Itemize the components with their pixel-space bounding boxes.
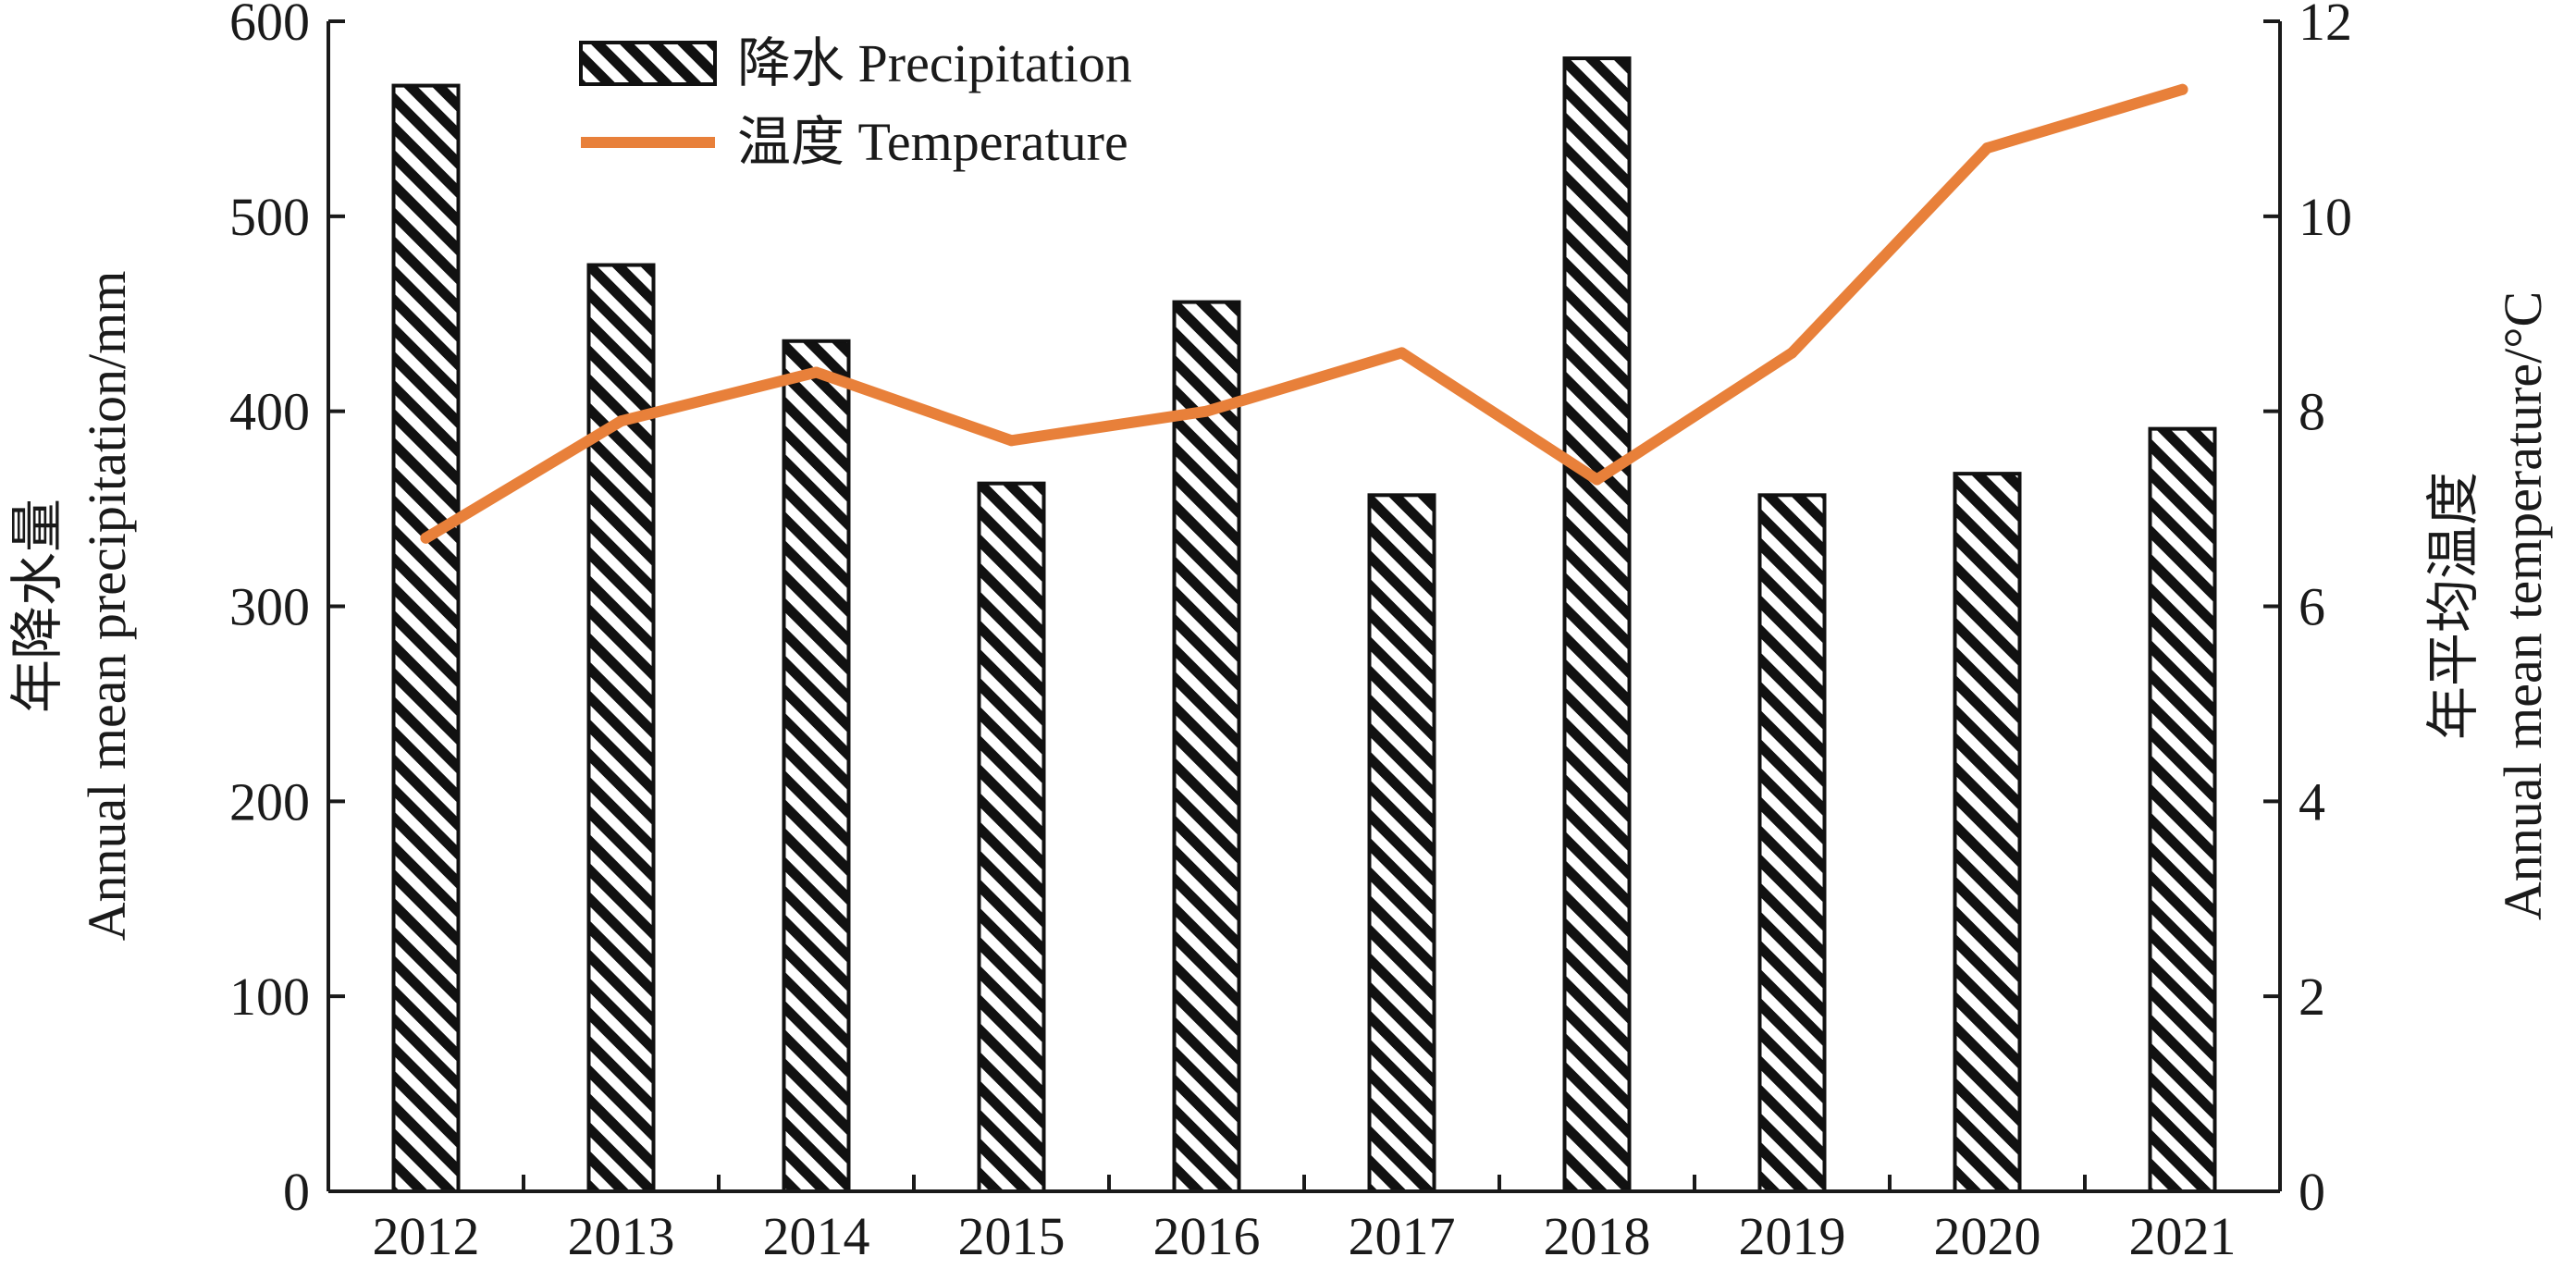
- left-tick-label-500: 500: [229, 187, 310, 247]
- x-tick-label-2017: 2017: [1349, 1206, 1456, 1266]
- right-tick-label-8: 8: [2299, 382, 2325, 442]
- x-tick-label-2021: 2021: [2129, 1206, 2237, 1266]
- left-tick-label-100: 100: [229, 967, 310, 1027]
- right-axis-title-cn: 年平均温度: [2423, 472, 2484, 740]
- x-tick-label-2012: 2012: [373, 1206, 480, 1266]
- left-tick-label-0: 0: [283, 1162, 310, 1222]
- temperature-line-layer: [420, 83, 2188, 544]
- legend-precipitation-label: 降水 Precipitation: [737, 33, 1132, 93]
- temperature-series-line: [420, 83, 2188, 544]
- left-axis-title: 年降水量 Annual mean precipitation/mm: [7, 271, 137, 942]
- temperature-point-2012: [420, 532, 432, 544]
- right-tick-label-2: 2: [2299, 967, 2325, 1027]
- legend-temperature-label: 温度 Temperature: [737, 112, 1128, 172]
- left-tick-label-400: 400: [229, 382, 310, 442]
- legend-precipitation-swatch: [579, 41, 717, 86]
- bar-precipitation-2018: [1562, 56, 1632, 1193]
- bar-precipitation-2012: [391, 83, 461, 1194]
- x-tick-label-2018: 2018: [1544, 1206, 1651, 1266]
- left-tick-label-300: 300: [229, 577, 310, 637]
- bar-precipitation-2015: [977, 481, 1046, 1193]
- x-tick-label-2015: 2015: [958, 1206, 1066, 1266]
- bars-layer: [391, 56, 2217, 1194]
- temperature-point-2013: [615, 415, 627, 427]
- temperature-point-2020: [1981, 142, 1993, 154]
- right-tick-label-10: 10: [2299, 187, 2352, 247]
- temperature-point-2019: [1786, 347, 1798, 359]
- x-tick-label-2016: 2016: [1153, 1206, 1261, 1266]
- right-tick-label-6: 6: [2299, 577, 2325, 637]
- right-axis-title-en: Annual mean temperature/°C: [2493, 291, 2553, 920]
- x-tick-label-2014: 2014: [763, 1206, 870, 1266]
- x-tick-label-2020: 2020: [1934, 1206, 2041, 1266]
- temperature-point-2014: [810, 366, 822, 378]
- right-tick-label-4: 4: [2299, 771, 2325, 832]
- bar-precipitation-2019: [1757, 493, 1827, 1193]
- bar-precipitation-2016: [1172, 300, 1241, 1194]
- left-axis-title-en: Annual mean precipitation/mm: [77, 271, 137, 942]
- legend: 降水 Precipitation 温度 Temperature: [579, 33, 1132, 172]
- bar-precipitation-2021: [2148, 426, 2217, 1193]
- right-tick-label-0: 0: [2299, 1162, 2325, 1222]
- x-tick-labels: 2012 2013 2014 2015 2016 2017 2018 2019 2020 2021: [373, 1175, 2237, 1266]
- temperature-point-2016: [1201, 405, 1213, 417]
- left-axis-title-cn: 年降水量: [7, 499, 68, 713]
- right-y-ticks: 0 2 4 6 8 10 12: [2263, 0, 2352, 1222]
- x-tick-label-2019: 2019: [1739, 1206, 1846, 1266]
- x-tick-label-2013: 2013: [568, 1206, 675, 1266]
- bar-precipitation-2013: [586, 263, 656, 1193]
- left-tick-label-600: 600: [229, 0, 310, 52]
- right-tick-label-12: 12: [2299, 0, 2352, 52]
- bar-precipitation-2020: [1953, 472, 2022, 1193]
- temperature-point-2015: [1005, 435, 1017, 447]
- left-y-ticks: 0 100 200 300 400 500 600: [229, 0, 345, 1222]
- left-tick-label-200: 200: [229, 771, 310, 832]
- temperature-point-2017: [1396, 347, 1408, 359]
- bar-precipitation-2014: [782, 339, 851, 1193]
- temperature-point-2021: [2176, 83, 2188, 95]
- bar-precipitation-2017: [1367, 493, 1436, 1193]
- temperature-point-2018: [1591, 474, 1603, 486]
- right-axis-title: 年平均温度 Annual mean temperature/°C: [2423, 291, 2553, 920]
